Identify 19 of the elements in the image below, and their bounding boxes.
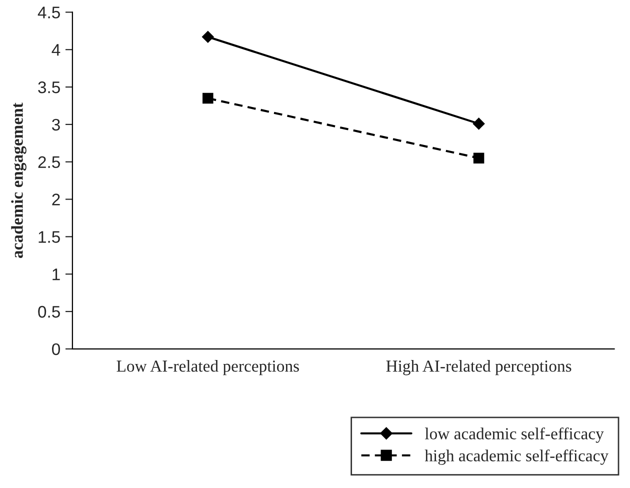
y-tick-label: 1.5 xyxy=(38,231,60,243)
legend-label: high academic self-efficacy xyxy=(424,449,608,465)
y-tick-label: 4 xyxy=(52,44,60,56)
point xyxy=(472,118,485,130)
y-tick-label: 2.5 xyxy=(38,156,60,168)
y-axis-title: academic engagement xyxy=(11,102,26,258)
y-tick-label: 2 xyxy=(52,194,60,206)
point xyxy=(202,30,214,43)
point xyxy=(473,152,484,164)
y-tick-label: 3.5 xyxy=(38,81,60,94)
x-tick-label: Low AI-related perceptions xyxy=(116,360,299,376)
x-tick-label: High AI-related perceptions xyxy=(386,360,572,376)
y-tick-label: 1 xyxy=(52,268,60,280)
y-tick-label: 0.5 xyxy=(38,306,60,318)
y-tick-label: 0 xyxy=(52,343,60,356)
y-tick-label: 4.5 xyxy=(38,6,60,18)
y-tick-label: 3 xyxy=(52,118,60,131)
point xyxy=(202,92,214,104)
legend-label: low academic self-efficacy xyxy=(424,427,604,443)
